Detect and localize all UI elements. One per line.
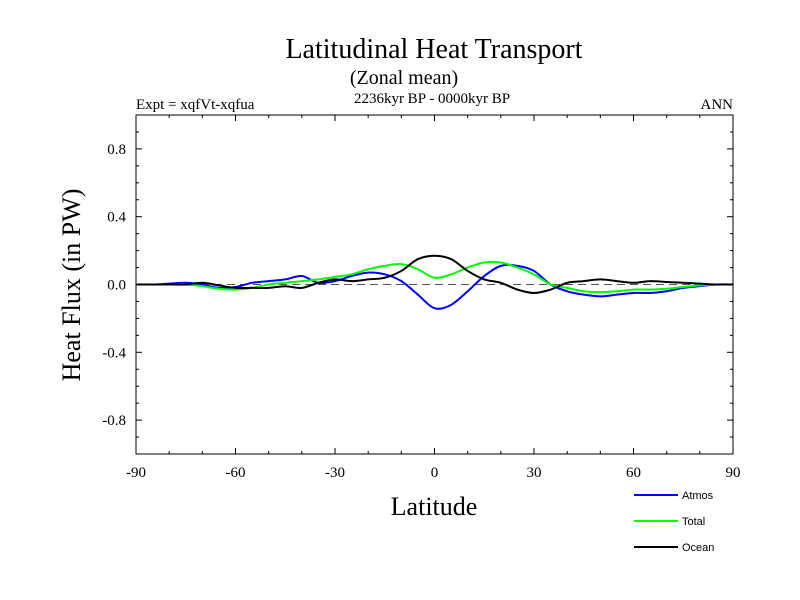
x-tick-label: 60 — [626, 465, 641, 481]
y-tick-label: -0.8 — [102, 413, 126, 429]
legend: Atmos Total Ocean — [634, 490, 714, 554]
x-axis-label: Latitude — [391, 492, 478, 521]
x-tick-label: -30 — [325, 465, 345, 481]
x-tick-label: -60 — [226, 465, 246, 481]
experiment-label: Expt = xqfVt-xqfua — [136, 97, 255, 113]
y-tick-label: -0.4 — [102, 345, 126, 361]
chart-subtitle: (Zonal mean) — [350, 67, 458, 89]
y-ticks: 0.8 0.4 0.0 -0.4 -0.8 — [102, 114, 733, 455]
legend-label-total: Total — [682, 516, 705, 528]
legend-label-ocean: Ocean — [682, 542, 714, 554]
series-line-ocean — [136, 254, 734, 294]
y-axis-label: Heat Flux (in PW) — [57, 189, 86, 382]
x-tick-label: 30 — [527, 465, 542, 481]
x-ticks: -90 -60 -30 0 30 60 90 — [126, 115, 741, 481]
x-tick-label: 90 — [726, 465, 741, 481]
season-label: ANN — [701, 97, 734, 113]
period-label: 2236kyr BP - 0000kyr BP — [354, 91, 510, 107]
chart-title: Latitudinal Heat Transport — [285, 34, 582, 65]
x-tick-label: -90 — [126, 465, 146, 481]
y-tick-label: 0.8 — [107, 142, 126, 158]
series-line-total — [136, 260, 734, 294]
y-tick-label: 0.4 — [107, 210, 126, 226]
y-tick-label: 0.0 — [107, 278, 126, 294]
legend-label-atmos: Atmos — [682, 490, 714, 502]
series-lines — [135, 254, 734, 310]
x-tick-label: 0 — [431, 465, 439, 481]
